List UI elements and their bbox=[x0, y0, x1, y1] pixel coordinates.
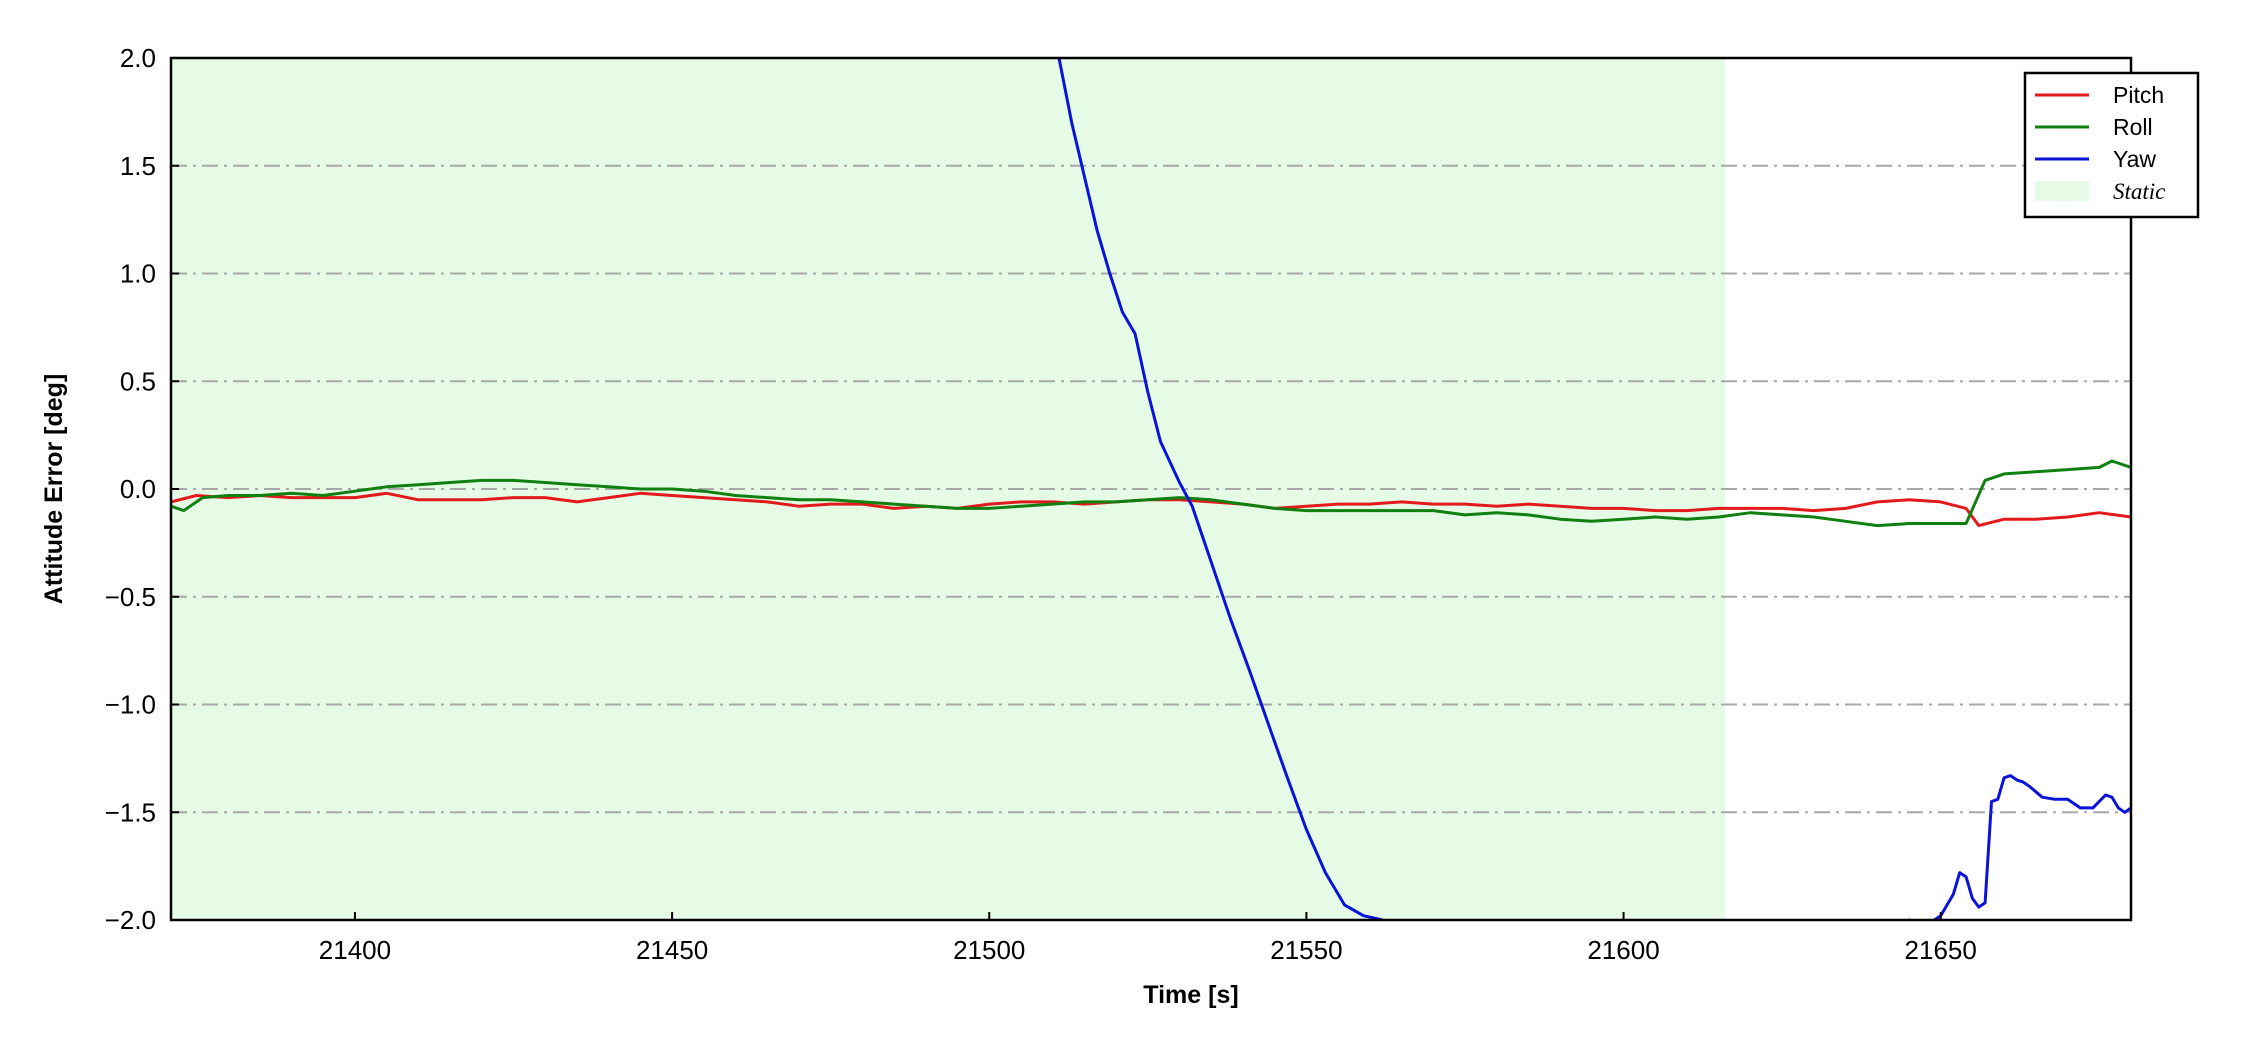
y-tick-label: 1.0 bbox=[120, 259, 156, 289]
series-line-yaw bbox=[1907, 774, 2131, 920]
legend-swatch-static bbox=[2035, 181, 2089, 201]
series-layer bbox=[171, 58, 2131, 920]
y-axis-label: Attitude Error [deg] bbox=[40, 374, 68, 605]
x-tick-label: 21400 bbox=[319, 935, 391, 965]
x-tick-label: 21550 bbox=[1270, 935, 1342, 965]
legend: Pitch Roll Yaw Static bbox=[2023, 71, 2200, 219]
y-tick-label: 0.0 bbox=[120, 474, 156, 504]
series-line-yaw bbox=[1057, 58, 1384, 920]
legend-label-pitch: Pitch bbox=[2113, 82, 2164, 108]
x-axis-label: Time [s] bbox=[1143, 981, 1238, 1009]
y-tick-label: 1.5 bbox=[120, 151, 156, 181]
x-tick-label: 21450 bbox=[636, 935, 708, 965]
y-tick-label: −2.0 bbox=[105, 905, 156, 935]
legend-label-yaw: Yaw bbox=[2113, 146, 2156, 172]
x-tick-label: 21600 bbox=[1587, 935, 1659, 965]
x-tick-label: 21500 bbox=[953, 935, 1025, 965]
axis-ticks: 21400 21450 21500 21550 21600 21650 2.0 1.5 1.0 0… bbox=[105, 43, 1977, 965]
y-tick-label: −0.5 bbox=[105, 582, 156, 612]
x-tick-label: 21650 bbox=[1905, 935, 1977, 965]
series-line-roll bbox=[171, 459, 2131, 528]
y-tick-label: −1.0 bbox=[105, 690, 156, 720]
y-tick-label: 2.0 bbox=[120, 43, 156, 73]
y-tick-label: 0.5 bbox=[120, 366, 156, 396]
y-tick-label: −1.5 bbox=[105, 797, 156, 827]
legend-label-static: Static bbox=[2113, 179, 2165, 204]
legend-label-roll: Roll bbox=[2113, 114, 2153, 140]
